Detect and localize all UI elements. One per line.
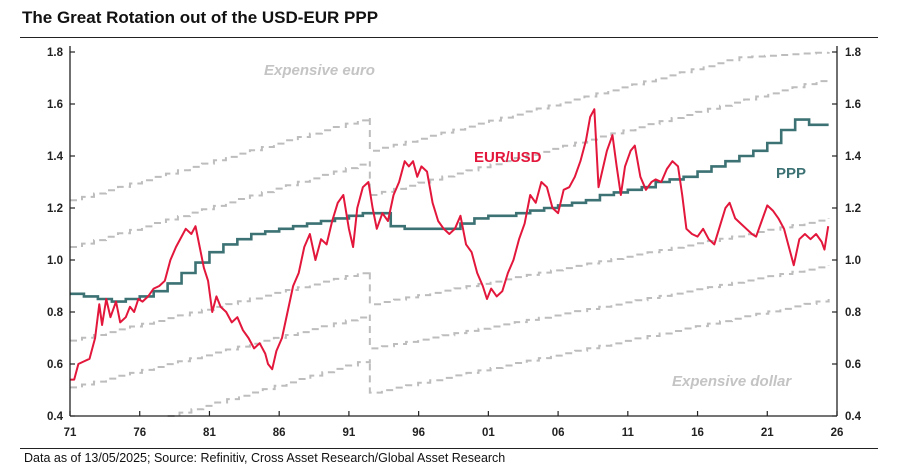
annotation-expensive-euro: Expensive euro	[264, 62, 375, 79]
y-tick-label-left: 1.0	[47, 255, 63, 267]
y-tick-label-right: 0.4	[845, 411, 862, 423]
chart-title: The Great Rotation out of the USD-EUR PP…	[22, 8, 379, 27]
x-tick-label: 96	[412, 427, 425, 439]
x-tick-label: 21	[761, 427, 774, 439]
x-tick-label: 06	[552, 427, 565, 439]
band-line-4	[70, 265, 830, 389]
x-tick-label: 26	[831, 427, 844, 439]
x-tick-label: 16	[691, 427, 704, 439]
series-lines	[70, 108, 830, 381]
y-tick-label-left: 0.8	[47, 307, 64, 319]
axes: 0.4 0.4 0.6 0.6 0.8 0.8 1.0 1.0 1.2 1.2 1.4 1.4 1.6 1…	[47, 46, 862, 439]
x-tick-label: 01	[482, 427, 495, 439]
source-footnote: Data as of 13/05/2025; Source: Refinitiv…	[24, 451, 506, 465]
band-line-1	[70, 51, 830, 202]
x-tick-label: 11	[622, 427, 635, 439]
y-tick-label-right: 0.8	[845, 307, 862, 319]
label-ppp: PPP	[776, 165, 806, 182]
x-tick-label: 86	[273, 427, 286, 439]
x-tick-label: 81	[203, 427, 216, 439]
y-tick-label-right: 1.4	[845, 151, 862, 163]
label-eurusd: EUR/USD	[474, 149, 542, 166]
y-tick-label-right: 1.0	[845, 255, 861, 267]
y-tick-label-left: 0.4	[47, 411, 64, 423]
y-tick-label-left: 1.4	[47, 151, 64, 163]
valuation-bands	[70, 51, 830, 417]
x-tick-label: 91	[343, 427, 356, 439]
series-eurusd	[70, 108, 830, 381]
footer-rule	[20, 448, 878, 449]
band-line-5	[167, 299, 830, 417]
band-line-2	[70, 78, 830, 248]
y-tick-label-right: 1.8	[845, 47, 862, 59]
y-tick-label-left: 1.8	[47, 47, 64, 59]
y-tick-label-right: 1.6	[845, 99, 861, 111]
x-tick-label: 71	[64, 427, 77, 439]
y-tick-label-right: 0.6	[845, 359, 861, 371]
annotation-expensive-dollar: Expensive dollar	[672, 373, 792, 390]
y-tick-label-right: 1.2	[845, 203, 861, 215]
y-tick-label-left: 1.2	[47, 203, 63, 215]
series-ppp	[70, 118, 829, 303]
band-line-3	[70, 218, 830, 342]
y-tick-label-left: 0.6	[47, 359, 63, 371]
title-rule	[20, 37, 878, 38]
x-tick-label: 76	[133, 427, 146, 439]
y-tick-label-left: 1.6	[47, 99, 63, 111]
